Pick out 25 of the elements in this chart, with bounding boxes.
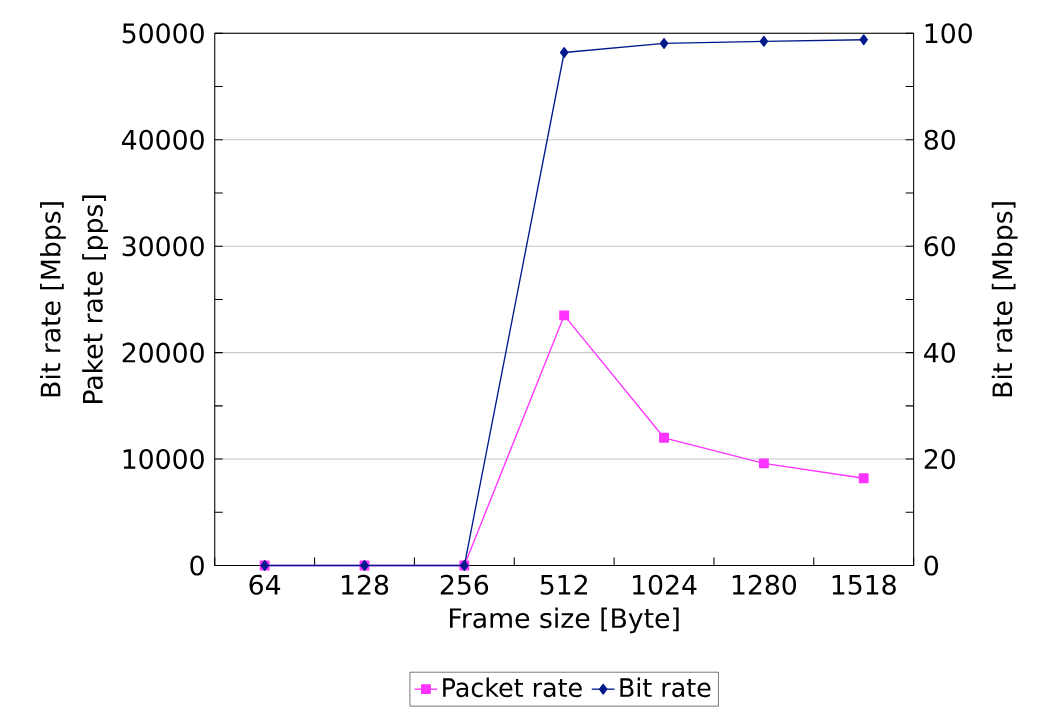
- y2-tick-label: 0: [924, 555, 938, 576]
- y-tick-label: 10000: [123, 448, 204, 470]
- legend-label: Bit rate: [620, 677, 711, 698]
- x-tick-label: 64: [249, 574, 281, 595]
- text: Bit rate [Mbps]: [39, 202, 66, 397]
- y2-axis-title: Bit rate [Mbps]: [991, 202, 1018, 397]
- y-axis-title: Paket rate [pps]: [82, 195, 108, 403]
- x-tick-label: 128: [341, 574, 389, 595]
- y-tick-label: 0: [190, 555, 204, 576]
- y2-tick-label: 60: [924, 236, 955, 257]
- y-tick-label: 30000: [122, 236, 204, 257]
- x-tick-label: 1280: [732, 574, 797, 595]
- x-axis-title: Frame size [Byte]: [450, 607, 679, 634]
- y2-tick-label: 100: [925, 23, 972, 44]
- y-tick-label: 50000: [122, 23, 204, 44]
- y-tick-label: 40000: [122, 129, 204, 150]
- x-tick-label: 512: [540, 574, 587, 595]
- legend-label: Packet rate: [443, 677, 582, 698]
- x-tick-label: 256: [440, 574, 489, 595]
- x-tick-label: 1518: [832, 574, 896, 595]
- y2-tick-label: 80: [924, 129, 955, 150]
- y-tick-label: 20000: [122, 342, 204, 363]
- x-tick-label: 1024: [633, 574, 697, 595]
- y2-tick-label: 20: [924, 448, 955, 470]
- y2-tick-label: 40: [924, 342, 955, 363]
